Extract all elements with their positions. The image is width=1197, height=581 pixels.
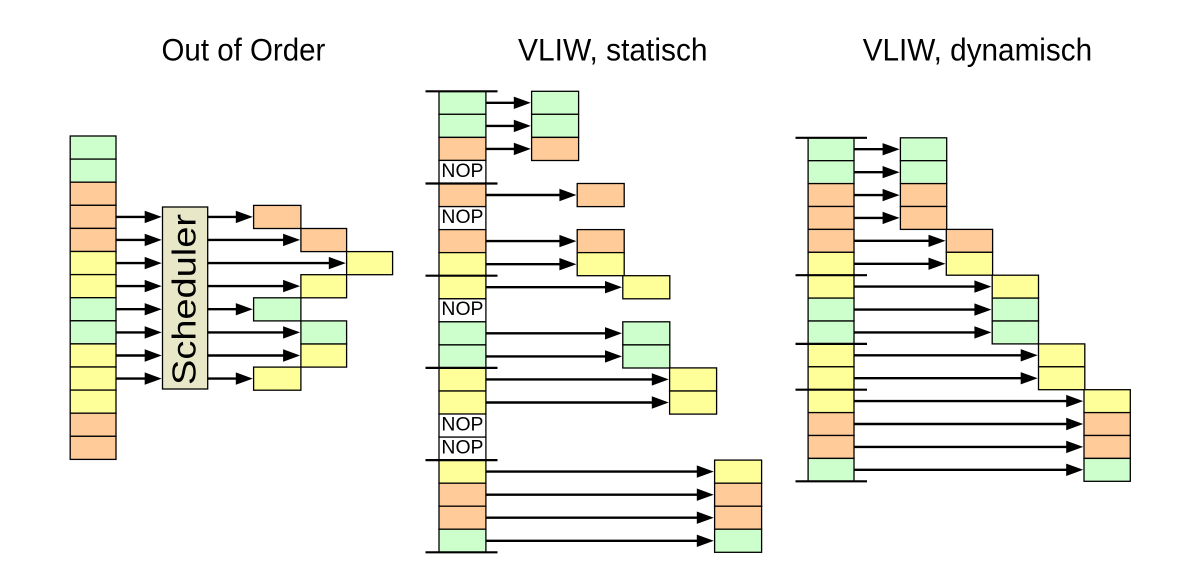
svg-text:NOP: NOP bbox=[441, 298, 483, 320]
svg-text:VLIW, dynamisch: VLIW, dynamisch bbox=[863, 32, 1092, 68]
svg-text:Scheduler: Scheduler bbox=[166, 214, 203, 385]
svg-text:NOP: NOP bbox=[441, 436, 483, 458]
svg-text:Out of Order: Out of Order bbox=[162, 32, 326, 68]
svg-text:VLIW, statisch: VLIW, statisch bbox=[518, 32, 708, 68]
svg-text:NOP: NOP bbox=[441, 206, 483, 228]
svg-text:NOP: NOP bbox=[441, 160, 483, 182]
svg-text:NOP: NOP bbox=[441, 413, 483, 435]
